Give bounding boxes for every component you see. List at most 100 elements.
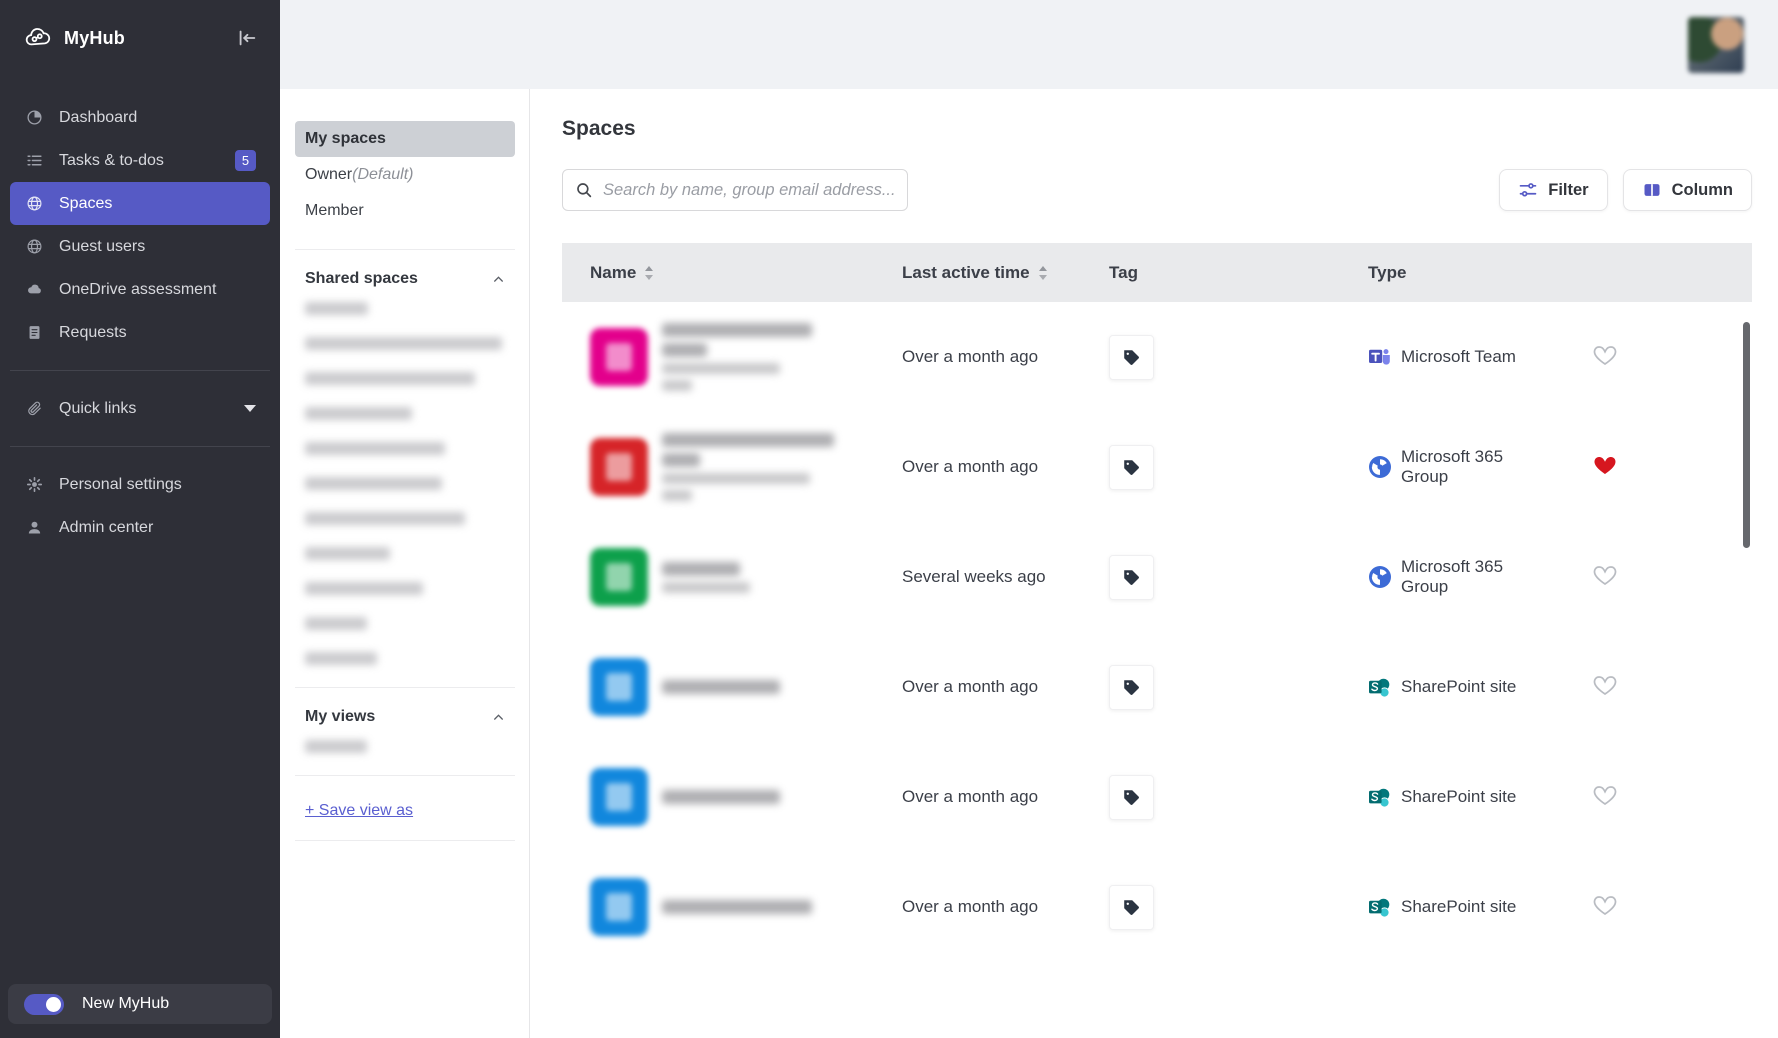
last-active-cell: Over a month ago bbox=[902, 457, 1039, 476]
heart-outline-icon[interactable] bbox=[1592, 342, 1618, 368]
view-item-member[interactable]: Member bbox=[295, 193, 515, 229]
tag-button[interactable] bbox=[1109, 444, 1154, 490]
sidebar: MyHub Dashboard Tasks & to-dos 5 Spaces Gues… bbox=[0, 0, 280, 1038]
tag-button[interactable] bbox=[1109, 554, 1154, 600]
name-cell bbox=[562, 878, 902, 936]
user-avatar[interactable] bbox=[1688, 16, 1744, 73]
teams-icon bbox=[1368, 345, 1392, 369]
sidebar-item-quick-links[interactable]: Quick links bbox=[10, 387, 270, 430]
name-cell bbox=[562, 433, 902, 501]
chevron-down-icon bbox=[244, 405, 256, 412]
tag-button[interactable] bbox=[1109, 774, 1154, 820]
heart-outline-icon[interactable] bbox=[1592, 892, 1618, 918]
save-view-as-link[interactable]: + Save view as bbox=[305, 802, 414, 819]
tag-icon bbox=[1122, 568, 1141, 587]
toggle-switch-icon[interactable] bbox=[24, 993, 64, 1015]
divider bbox=[295, 775, 515, 776]
new-myhub-toggle[interactable]: New MyHub bbox=[8, 984, 272, 1024]
table-row[interactable]: Several weeks ago Microsoft 365 Group bbox=[562, 522, 1752, 632]
favorite-cell bbox=[1588, 452, 1752, 483]
sidebar-item-onedrive-assessment[interactable]: OneDrive assessment bbox=[10, 268, 270, 311]
sidebar-item-dashboard[interactable]: Dashboard bbox=[10, 96, 270, 139]
redacted-name-line bbox=[662, 490, 692, 501]
tag-icon bbox=[1122, 678, 1141, 697]
column-header-name[interactable]: Name bbox=[562, 263, 902, 283]
column-header-label: Type bbox=[1368, 262, 1407, 282]
my-view-item-redacted[interactable] bbox=[305, 740, 367, 753]
sidebar-collapse-icon[interactable] bbox=[236, 27, 258, 49]
type-cell: SharePoint site bbox=[1368, 675, 1588, 699]
sidebar-item-spaces[interactable]: Spaces bbox=[10, 182, 270, 225]
content: My spaces Owner (Default) Member Shared spa… bbox=[280, 89, 1778, 1038]
type-cell: Microsoft Team bbox=[1368, 345, 1588, 369]
sidebar-item-requests[interactable]: Requests bbox=[10, 311, 270, 354]
tag-button[interactable] bbox=[1109, 664, 1154, 710]
requests-icon bbox=[26, 324, 43, 341]
divider bbox=[295, 249, 515, 250]
table-row[interactable]: Over a month ago Microsoft 365 Group bbox=[562, 412, 1752, 522]
table-row[interactable]: Over a month ago Microsoft Team bbox=[562, 302, 1752, 412]
toggle-label: New MyHub bbox=[82, 995, 170, 1012]
table-body: Over a month ago Microsoft Team Over a mon… bbox=[562, 302, 1752, 962]
table-row[interactable]: Over a month ago SharePoint site bbox=[562, 852, 1752, 962]
last-active-cell: Several weeks ago bbox=[902, 567, 1046, 586]
divider bbox=[295, 687, 515, 688]
shared-spaces-list bbox=[295, 288, 515, 665]
tag-button[interactable] bbox=[1109, 884, 1154, 930]
type-label: SharePoint site bbox=[1401, 896, 1517, 916]
main-panel: Spaces bbox=[530, 89, 1778, 1038]
shared-space-item-redacted[interactable] bbox=[305, 652, 377, 665]
tag-cell bbox=[1109, 664, 1368, 710]
type-label: SharePoint site bbox=[1401, 676, 1517, 696]
sidebar-item-admin-center[interactable]: Admin center bbox=[10, 506, 270, 549]
shared-space-item-redacted[interactable] bbox=[305, 477, 442, 490]
shared-spaces-header[interactable]: Shared spaces bbox=[295, 270, 515, 288]
redacted-name-line bbox=[662, 323, 812, 337]
shared-space-item-redacted[interactable] bbox=[305, 617, 367, 630]
heart-outline-icon[interactable] bbox=[1592, 782, 1618, 808]
view-item-my-spaces[interactable]: My spaces bbox=[295, 121, 515, 157]
type-cell: Microsoft 365 Group bbox=[1368, 447, 1588, 487]
name-cell bbox=[562, 768, 902, 826]
filter-button[interactable]: Filter bbox=[1499, 169, 1608, 211]
shared-space-item-redacted[interactable] bbox=[305, 407, 412, 420]
shared-space-item-redacted[interactable] bbox=[305, 442, 445, 455]
spaces-filter-sidebar: My spaces Owner (Default) Member Shared spa… bbox=[280, 89, 530, 1038]
sidebar-item-guest-users[interactable]: Guest users bbox=[10, 225, 270, 268]
search-input[interactable] bbox=[603, 180, 895, 200]
search-icon bbox=[575, 181, 593, 199]
name-cell bbox=[562, 658, 902, 716]
type-label: Microsoft 365 Group bbox=[1401, 556, 1504, 596]
sidebar-item-tasks-to-dos[interactable]: Tasks & to-dos 5 bbox=[10, 139, 270, 182]
table-row[interactable]: Over a month ago SharePoint site bbox=[562, 742, 1752, 852]
scrollbar-thumb[interactable] bbox=[1743, 322, 1750, 548]
tag-button[interactable] bbox=[1109, 334, 1154, 380]
sidebar-item-label: Dashboard bbox=[59, 108, 138, 126]
sharepoint-icon bbox=[1368, 785, 1392, 809]
heart-outline-icon[interactable] bbox=[1592, 672, 1618, 698]
sidebar-item-personal-settings[interactable]: Personal settings bbox=[10, 463, 270, 506]
heart-filled-icon[interactable] bbox=[1592, 452, 1618, 478]
shared-space-item-redacted[interactable] bbox=[305, 547, 390, 560]
shared-space-item-redacted[interactable] bbox=[305, 582, 423, 595]
column-header-last-active-time[interactable]: Last active time bbox=[902, 263, 1109, 283]
table-row[interactable]: Over a month ago SharePoint site bbox=[562, 632, 1752, 742]
shared-space-item-redacted[interactable] bbox=[305, 512, 465, 525]
my-views-header[interactable]: My views bbox=[295, 708, 515, 726]
sidebar-item-label: Admin center bbox=[59, 518, 154, 536]
space-name-redacted bbox=[662, 323, 812, 391]
redacted-name-line bbox=[662, 363, 780, 374]
column-button[interactable]: Column bbox=[1622, 169, 1752, 211]
page-title: Spaces bbox=[562, 117, 636, 140]
column-header-label: Last active time bbox=[902, 262, 1030, 282]
sidebar-item-label: Guest users bbox=[59, 237, 146, 255]
shared-space-item-redacted[interactable] bbox=[305, 337, 502, 350]
heart-outline-icon[interactable] bbox=[1592, 562, 1618, 588]
redacted-name-line bbox=[662, 343, 707, 357]
view-item-owner[interactable]: Owner (Default) bbox=[295, 157, 515, 193]
guest-users-icon bbox=[26, 238, 43, 255]
column-header-label: Name bbox=[590, 262, 637, 282]
shared-space-item-redacted[interactable] bbox=[305, 372, 475, 385]
shared-space-item-redacted[interactable] bbox=[305, 302, 368, 315]
